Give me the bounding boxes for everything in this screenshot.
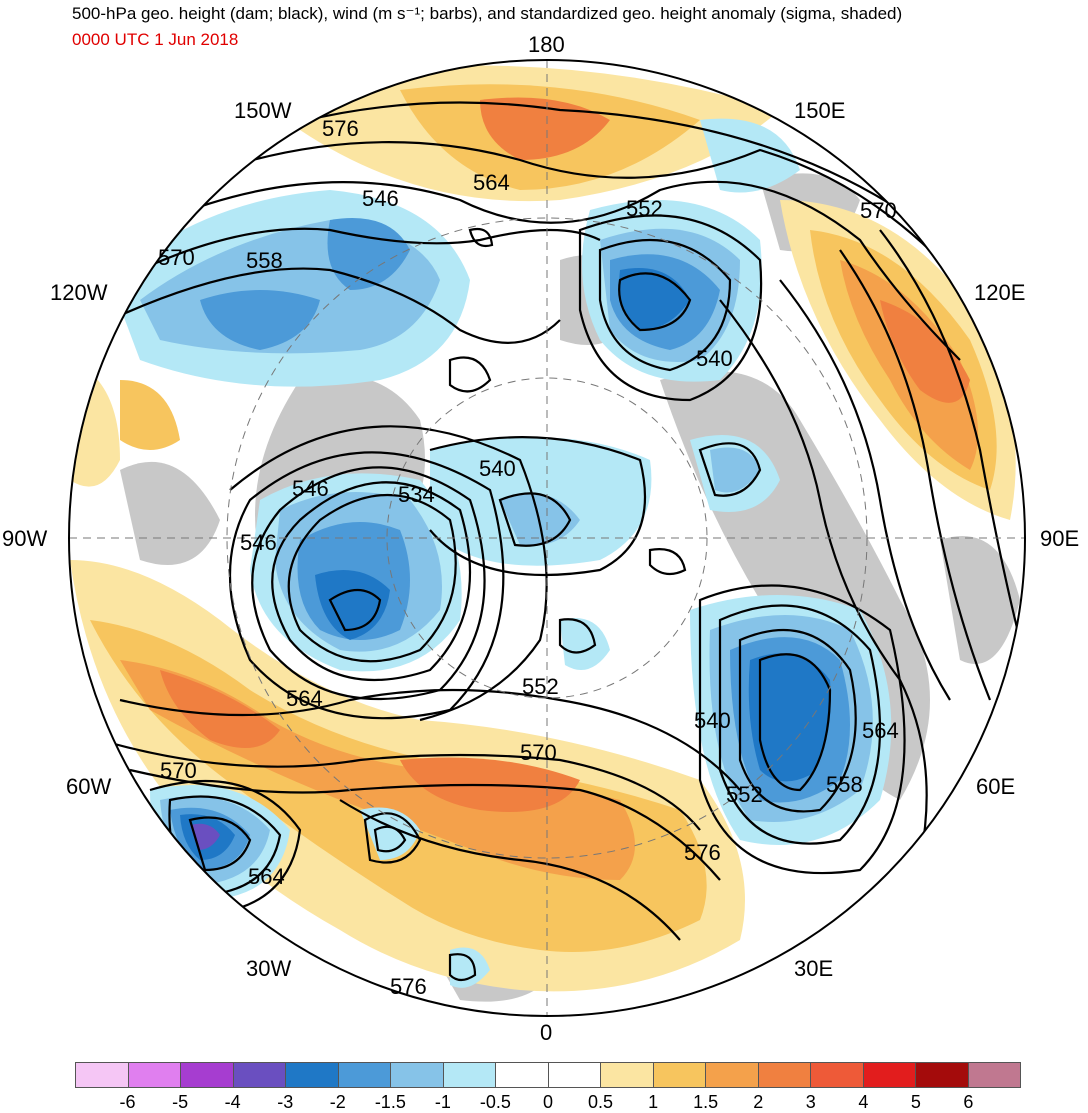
lon-label-30e: 30E [794, 956, 833, 981]
contour-label: 570 [860, 198, 897, 223]
lon-label-120e: 120E [974, 280, 1025, 305]
graticule [69, 60, 1025, 1016]
contour-label: 570 [158, 245, 195, 270]
contour-label: 552 [726, 782, 763, 807]
contour-label: 540 [696, 346, 733, 371]
colorbar-tick-label: -3 [277, 1092, 294, 1112]
contour-label: 564 [862, 718, 899, 743]
map-title: 500-hPa geo. height (dam; black), wind (… [72, 4, 903, 23]
map-datetime: 0000 UTC 1 Jun 2018 [72, 30, 239, 49]
lon-label-150e: 150E [794, 98, 845, 123]
lon-label-30w: 30W [246, 956, 291, 981]
map-boundary [68, 59, 1026, 1017]
lon-label-180: 180 [528, 32, 565, 57]
colorbar-box [286, 1063, 339, 1087]
contour-label: 546 [362, 186, 399, 211]
contour-label: 564 [286, 686, 323, 711]
colorbar-tick-label: -1.5 [374, 1092, 406, 1112]
contour-label: 540 [694, 708, 731, 733]
colorbar-box [653, 1063, 706, 1087]
colorbar-tick-label: 5 [910, 1092, 921, 1112]
colorbar-box [443, 1063, 496, 1087]
colorbar-tick-label: -4 [224, 1092, 241, 1112]
contour-label: 576 [390, 974, 427, 999]
colorbar-tick-label: -1 [434, 1092, 451, 1112]
colorbar-tick-label: 0 [542, 1092, 554, 1112]
lon-label-60e: 60E [976, 774, 1015, 799]
lon-label-120w: 120W [50, 280, 108, 305]
lon-label-150w: 150W [234, 98, 292, 123]
colorbar-tick-label: 1.5 [693, 1092, 719, 1112]
colorbar-box [601, 1063, 654, 1087]
contour-label: 564 [248, 864, 285, 889]
lon-label-90e: 90E [1040, 526, 1079, 551]
colorbar-box [496, 1063, 549, 1087]
contour-label: 558 [826, 772, 863, 797]
colorbar-tick-label: 6 [963, 1092, 974, 1112]
contour-label: 570 [520, 740, 557, 765]
colorbar-box [338, 1063, 391, 1087]
colorbar-tick-label: 1 [648, 1092, 659, 1112]
height-contours [99, 101, 1022, 982]
map-disc [69, 60, 1025, 1016]
colorbar-tick-label: 4 [858, 1092, 869, 1112]
colorbar [75, 1062, 1021, 1088]
colorbar-box [391, 1063, 444, 1087]
colorbar-box [548, 1063, 601, 1087]
colorbar-box [863, 1063, 916, 1087]
longitude-labels: 180 0 90W 90E 150W 150E 120W 120E 60W 60… [2, 32, 1079, 1045]
lon-label-0: 0 [540, 1020, 552, 1045]
polar-map: 576 564 546 552 570 558 570 540 540 546 … [2, 32, 1079, 1045]
colorbar-tick-label: -0.5 [479, 1092, 511, 1112]
lon-label-90w: 90W [2, 526, 47, 551]
lon-label-60w: 60W [66, 774, 111, 799]
colorbar-box [181, 1063, 234, 1087]
colorbar-box [968, 1063, 1020, 1087]
contour-label: 546 [292, 476, 329, 501]
contour-label: 540 [479, 456, 516, 481]
colorbar-tick-label: -2 [329, 1092, 346, 1112]
contour-label: 534 [398, 482, 435, 507]
contour-labels: 576 564 546 552 570 558 570 540 540 546 … [158, 116, 899, 999]
contour-label: 552 [522, 674, 559, 699]
contour-label: 546 [240, 530, 277, 555]
colorbar-box [76, 1063, 129, 1087]
colorbar-box [233, 1063, 286, 1087]
colorbar-tick-label: 0.5 [588, 1092, 614, 1112]
contour-label: 576 [322, 116, 359, 141]
colorbar-box [758, 1063, 811, 1087]
colorbar-tick-label: 2 [753, 1092, 764, 1112]
colorbar-box [811, 1063, 864, 1087]
contour-label: 576 [684, 840, 721, 865]
contour-label: 558 [246, 248, 283, 273]
colorbar-box [128, 1063, 181, 1087]
colorbar-box [916, 1063, 969, 1087]
colorbar-tick-label: 3 [805, 1092, 816, 1112]
colorbar-tick-label: -5 [172, 1092, 189, 1112]
colorbar-box [706, 1063, 759, 1087]
contour-label: 570 [160, 758, 197, 783]
contour-label: 552 [626, 196, 663, 221]
colorbar-tick-label: -6 [119, 1092, 136, 1112]
contour-label: 564 [473, 170, 510, 195]
